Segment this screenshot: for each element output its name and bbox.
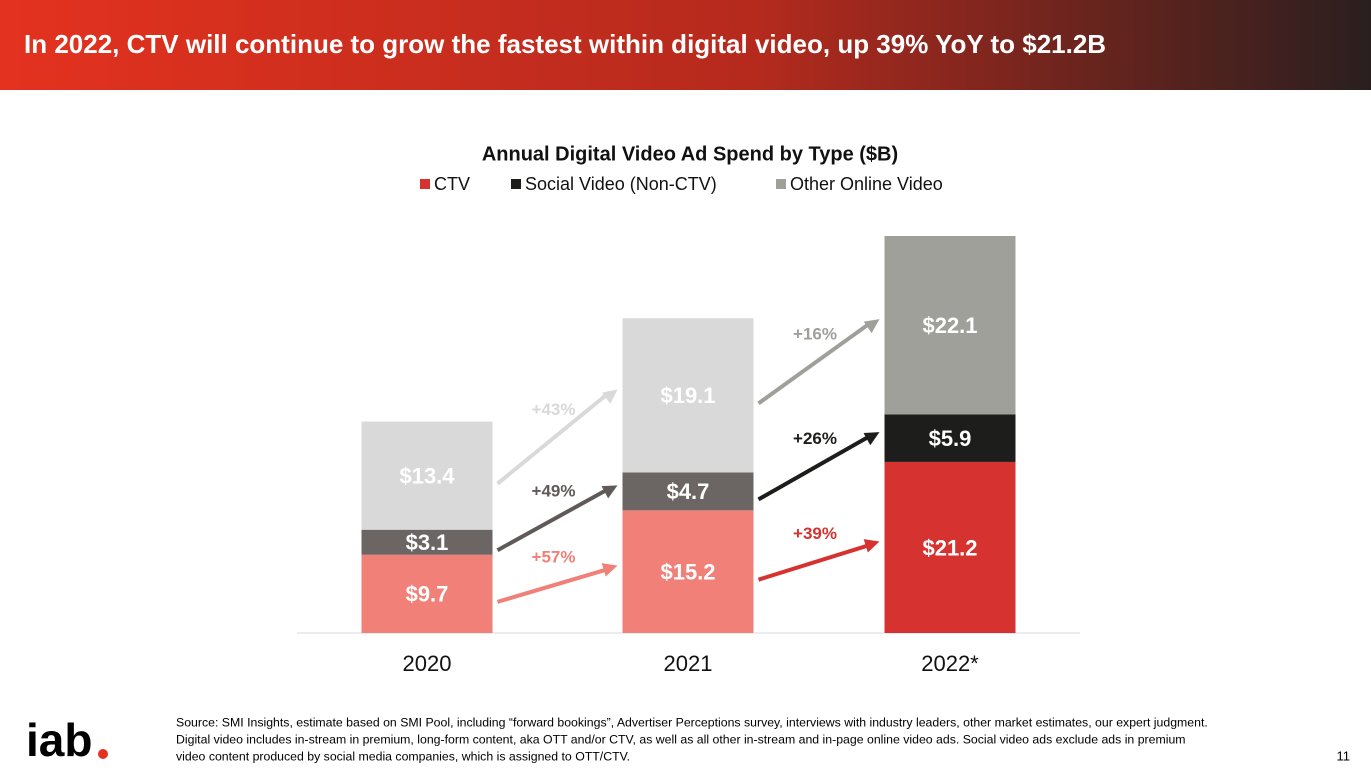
growth-label: +39% [793,524,837,543]
bar-segment [884,461,1016,633]
bar-segment [884,236,1016,415]
arrow-head [863,319,880,334]
arrow-head [601,563,618,577]
growth-label: +49% [532,481,576,500]
data-label: $22.1 [922,313,977,338]
legend-label: CTV [434,174,470,194]
bar-segment [361,529,493,555]
logo: iab [26,714,92,766]
slide-title: In 2022, CTV will continue to grow the f… [24,29,1106,59]
bar-segment [361,554,493,633]
growth-label: +57% [532,547,576,566]
data-label: $4.7 [667,479,710,504]
arrow-head [601,389,618,404]
legend-swatch [420,179,430,189]
x-tick-label: 2022* [921,651,979,676]
data-label: $9.7 [406,582,449,607]
legend-swatch [511,179,521,189]
growth-arrow [757,433,873,502]
arrow-head [601,485,618,499]
x-tick-label: 2020 [403,651,452,676]
data-label: $15.2 [660,559,715,584]
bar-segment [361,421,493,530]
data-label: $19.1 [660,383,715,408]
bar-segment [622,318,754,473]
growth-label: +43% [532,400,576,419]
page-number: 11 [1337,748,1351,763]
arrow-head [863,432,880,446]
chart-title: Annual Digital Video Ad Spend by Type ($… [482,143,898,165]
bar-segment [622,472,754,511]
legend-label: Other Online Video [790,174,943,194]
data-label: $13.4 [399,463,455,488]
data-label: $3.1 [406,530,449,555]
source-note: Digital video includes in-stream in prem… [176,732,1186,746]
legend-swatch [776,179,786,189]
x-tick-label: 2021 [664,651,713,676]
bar-segment [884,414,1016,462]
data-label: $5.9 [929,426,972,451]
growth-arrow [496,486,611,552]
bar-segment [622,510,754,633]
growth-label: +16% [793,325,837,344]
growth-arrow [496,390,611,486]
source-note: video content produced by social media c… [176,749,630,763]
growth-arrow [757,320,873,405]
growth-label: +26% [793,429,837,448]
growth-arrow [496,566,611,604]
source-note: Source: SMI Insights, estimate based on … [176,715,1208,729]
data-label: $21.2 [922,535,977,560]
legend-label: Social Video (Non-CTV) [525,174,717,194]
header-bar [0,0,1371,90]
growth-arrow [757,542,873,582]
arrow-head [863,539,880,553]
logo-dot [98,749,108,759]
